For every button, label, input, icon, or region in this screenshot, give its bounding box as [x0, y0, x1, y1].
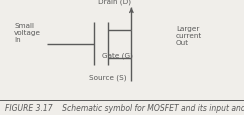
- Text: Source (S): Source (S): [89, 74, 127, 80]
- Text: FIGURE 3.17    Schematic symbol for MOSFET and its input and outputs.: FIGURE 3.17 Schematic symbol for MOSFET …: [5, 104, 244, 112]
- Text: Drain (D): Drain (D): [99, 0, 132, 5]
- Text: Larger
current
Out: Larger current Out: [176, 26, 202, 45]
- Text: Gate (G): Gate (G): [102, 52, 133, 59]
- Text: Small
voltage
In: Small voltage In: [14, 23, 41, 43]
